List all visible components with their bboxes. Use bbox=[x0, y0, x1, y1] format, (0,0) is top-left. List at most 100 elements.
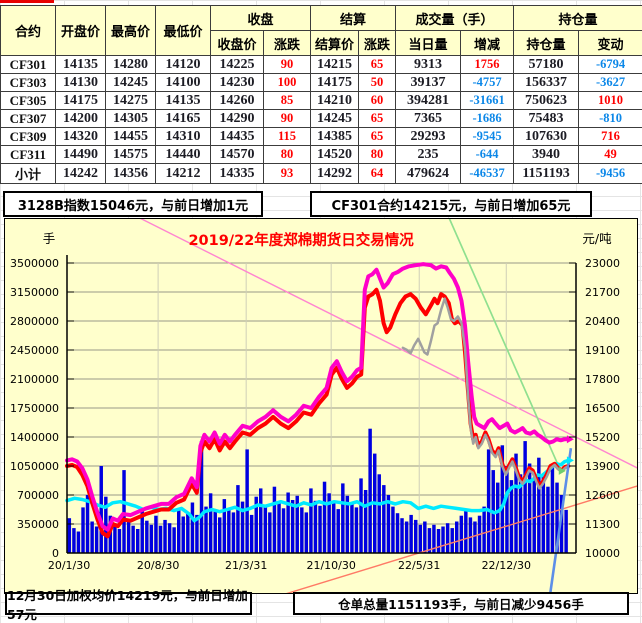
cell-contract: CF305 bbox=[1, 92, 56, 110]
chart-text: 23000 bbox=[585, 257, 620, 270]
cell-close: 14435 bbox=[211, 128, 264, 146]
cell-volume-chg: -9545 bbox=[461, 128, 514, 146]
cell-oi: 1151193 bbox=[514, 164, 579, 184]
chart-text: 21/3/31 bbox=[225, 559, 267, 572]
cell-settle-chg: 65 bbox=[359, 56, 396, 74]
header-oi-chg: 变动 bbox=[579, 31, 642, 56]
chart-text: 3500000 bbox=[10, 257, 59, 270]
cell-contract: CF311 bbox=[1, 146, 56, 164]
cell-close-chg: 90 bbox=[264, 110, 311, 128]
chart-text: 21700 bbox=[585, 286, 620, 299]
cell-oi: 75483 bbox=[514, 110, 579, 128]
cell-close: 14335 bbox=[211, 164, 264, 184]
chart-text: 20/1/30 bbox=[48, 559, 90, 572]
cell-settle: 14520 bbox=[311, 146, 359, 164]
cell-close-chg: 80 bbox=[264, 146, 311, 164]
cell-oi-chg: -6794 bbox=[579, 56, 642, 74]
cell-oi-chg: -3627 bbox=[579, 74, 642, 92]
chart-text: 元/吨 bbox=[582, 231, 612, 246]
chart-text: 2800000 bbox=[10, 315, 59, 328]
cell-open: 14135 bbox=[56, 56, 106, 74]
chart-text: 16500 bbox=[585, 402, 620, 415]
cell-oi-chg: -810 bbox=[579, 110, 642, 128]
cell-settle: 14385 bbox=[311, 128, 359, 146]
cell-high: 14275 bbox=[106, 92, 156, 110]
cell-high: 14280 bbox=[106, 56, 156, 74]
cell-volume: 39137 bbox=[396, 74, 461, 92]
cell-settle-chg: 64 bbox=[359, 164, 396, 184]
cell-close-chg: 85 bbox=[264, 92, 311, 110]
chart-text: 2450000 bbox=[10, 344, 59, 357]
chart-text: 1750000 bbox=[10, 402, 59, 415]
cell-oi-chg: -9456 bbox=[579, 164, 642, 184]
header-contract: 合约 bbox=[1, 6, 56, 56]
index-summary-box: 3128B指数15046元，与前日增加1元 bbox=[3, 191, 263, 217]
cell-volume-chg: -31661 bbox=[461, 92, 514, 110]
cell-volume: 7365 bbox=[396, 110, 461, 128]
futures-table: 合约 开盘价 最高价 最低价 收盘 结算 成交量（手） 持仓量 收盘价 涨跌 结… bbox=[0, 5, 642, 184]
header-volume-group: 成交量（手） bbox=[396, 6, 514, 31]
cf301-summary-box: CF301合约14215元，与前日增加65元 bbox=[310, 191, 592, 217]
green-trend-line bbox=[438, 219, 561, 471]
cell-low: 14165 bbox=[156, 110, 211, 128]
chart-text: 20/8/30 bbox=[137, 559, 179, 572]
cell-oi: 57180 bbox=[514, 56, 579, 74]
cell-low: 14100 bbox=[156, 74, 211, 92]
cell-settle: 14292 bbox=[311, 164, 359, 184]
weighted-average-box: 12月30日加权均价14219元，与前日增加57元 bbox=[5, 592, 252, 615]
chart-text: 12600 bbox=[585, 489, 620, 502]
corner-red-mark bbox=[0, 0, 54, 3]
cell-open: 14200 bbox=[56, 110, 106, 128]
cell-volume-chg: -46537 bbox=[461, 164, 514, 184]
cell-settle-chg: 50 bbox=[359, 74, 396, 92]
chart-text: 350000 bbox=[17, 518, 59, 531]
cell-open: 14320 bbox=[56, 128, 106, 146]
cell-settle-chg: 80 bbox=[359, 146, 396, 164]
cell-low: 14440 bbox=[156, 146, 211, 164]
cell-oi-chg: 716 bbox=[579, 128, 642, 146]
chart-title: 2019/22年度郑棉期货日交易情况 bbox=[188, 231, 414, 249]
daily-chart-svg: 3500000315000028000002450000210000017500… bbox=[5, 219, 637, 593]
cell-contract: CF303 bbox=[1, 74, 56, 92]
chart-text: 2100000 bbox=[10, 373, 59, 386]
cell-oi: 107630 bbox=[514, 128, 579, 146]
chart-text: 13900 bbox=[585, 460, 620, 473]
cell-oi-chg: 1010 bbox=[579, 92, 642, 110]
cell-close-chg: 93 bbox=[264, 164, 311, 184]
cell-oi: 156337 bbox=[514, 74, 579, 92]
cell-contract: CF301 bbox=[1, 56, 56, 74]
header-low: 最低价 bbox=[156, 6, 211, 56]
cell-volume-chg: -644 bbox=[461, 146, 514, 164]
header-close-group: 收盘 bbox=[211, 6, 311, 31]
header-high: 最高价 bbox=[106, 6, 156, 56]
cell-volume: 235 bbox=[396, 146, 461, 164]
cell-settle-chg: 60 bbox=[359, 92, 396, 110]
cell-low: 14310 bbox=[156, 128, 211, 146]
chart-text: 1050000 bbox=[10, 460, 59, 473]
warehouse-receipt-box: 仓单总量1151193手，与前日减少9456手 bbox=[293, 592, 629, 615]
cell-open: 14242 bbox=[56, 164, 106, 184]
cell-settle-chg: 65 bbox=[359, 110, 396, 128]
chart-text: 20400 bbox=[585, 315, 620, 328]
cell-high: 14245 bbox=[106, 74, 156, 92]
chart-text: 15200 bbox=[585, 431, 620, 444]
cell-low: 14135 bbox=[156, 92, 211, 110]
chart-text: 手 bbox=[43, 231, 56, 246]
chart-text: 700000 bbox=[17, 489, 59, 502]
cell-close-chg: 100 bbox=[264, 74, 311, 92]
chart-text: 21/10/30 bbox=[306, 559, 355, 572]
cell-settle: 14210 bbox=[311, 92, 359, 110]
cell-close: 14225 bbox=[211, 56, 264, 74]
cell-close: 14260 bbox=[211, 92, 264, 110]
cell-volume: 29293 bbox=[396, 128, 461, 146]
header-day-volume: 当日量 bbox=[396, 31, 461, 56]
chart-text: 22/12/30 bbox=[482, 559, 531, 572]
cell-oi-chg: 49 bbox=[579, 146, 642, 164]
cell-oi: 3940 bbox=[514, 146, 579, 164]
